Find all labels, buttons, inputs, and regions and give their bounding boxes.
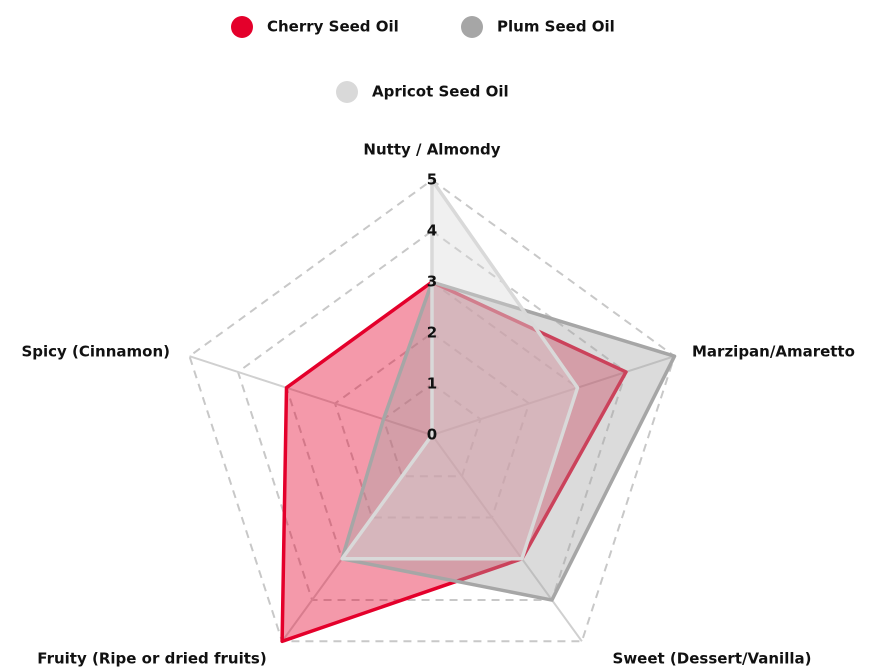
axis-spoke (189, 355, 433, 436)
axis-spoke (431, 434, 583, 642)
r-tick-label: 5 (427, 171, 437, 189)
category-label: Sweet (Dessert/Vanilla) (613, 650, 812, 668)
legend-label: Plum Seed Oil (497, 18, 615, 36)
legend-swatch (336, 81, 358, 103)
legend-label: Apricot Seed Oil (372, 83, 509, 101)
r-tick-label: 2 (427, 324, 437, 342)
series-area (340, 178, 580, 561)
legend-swatch (461, 16, 483, 38)
grid-ring (236, 229, 628, 602)
grid-ring (382, 382, 482, 478)
series-area (340, 280, 677, 602)
category-label: Nutty / Almondy (363, 141, 500, 159)
series-area (280, 280, 628, 644)
legend-label: Cherry Seed Oil (267, 18, 399, 36)
r-tick-label: 3 (427, 273, 437, 291)
category-label: Fruity (Ripe or dried fruits) (37, 650, 266, 668)
r-tick-label: 1 (427, 375, 437, 393)
r-tick-label: 4 (427, 222, 437, 240)
category-label: Marzipan/Amaretto (692, 343, 855, 361)
r-tick-label: 0 (427, 426, 437, 444)
axis-spoke (431, 355, 675, 436)
legend-swatch (231, 16, 253, 38)
grid-ring (333, 331, 531, 519)
category-label: Spicy (Cinnamon) (21, 343, 170, 361)
grid-ring (188, 178, 676, 643)
